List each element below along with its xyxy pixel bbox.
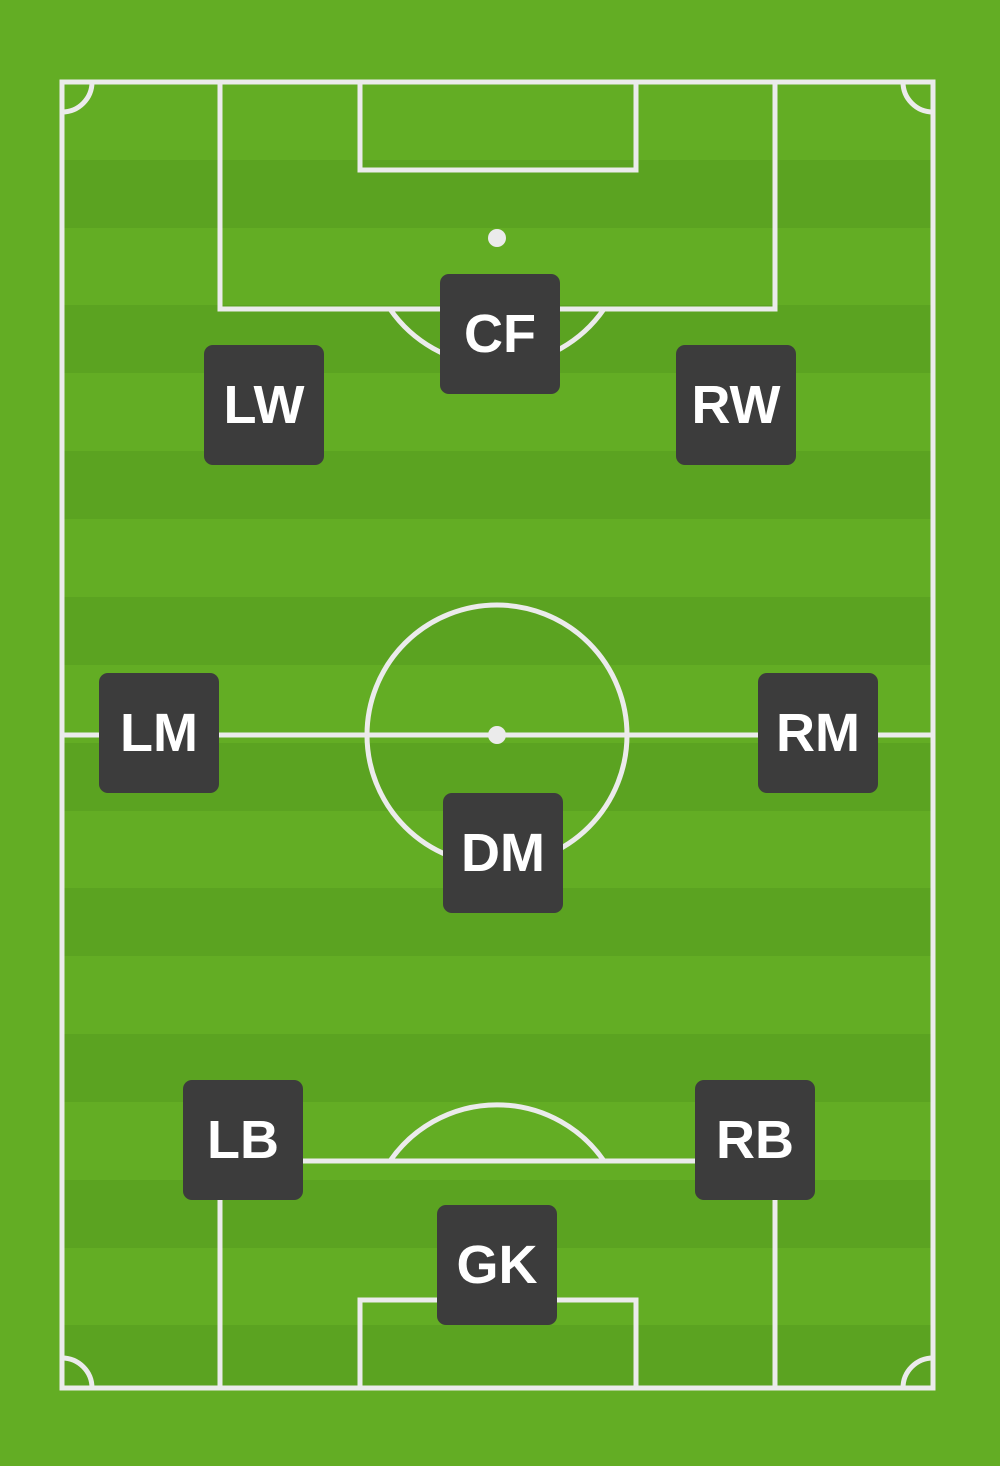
player-dm-label: DM <box>461 823 545 883</box>
corner-arc-bottom-left <box>61 1355 95 1389</box>
player-lb-label: LB <box>207 1110 279 1170</box>
player-rm[interactable]: RM <box>758 673 878 793</box>
player-rm-label: RM <box>776 703 860 763</box>
bottom-penalty-arc <box>387 1102 607 1163</box>
player-rw[interactable]: RW <box>676 345 796 465</box>
player-rw-label: RW <box>691 375 781 435</box>
player-cf[interactable]: CF <box>440 274 560 394</box>
player-lm[interactable]: LM <box>99 673 219 793</box>
center-spot <box>488 726 506 744</box>
player-cf-label: CF <box>464 304 536 364</box>
player-lw-label: LW <box>223 375 305 435</box>
top-goal-box <box>357 79 639 173</box>
top-penalty-spot <box>488 229 506 247</box>
player-lb[interactable]: LB <box>183 1080 303 1200</box>
player-gk-label: GK <box>456 1235 538 1295</box>
player-lm-label: LM <box>120 703 198 763</box>
player-lw[interactable]: LW <box>204 345 324 465</box>
player-rb[interactable]: RB <box>695 1080 815 1200</box>
corner-arc-bottom-right <box>900 1355 934 1389</box>
player-dm[interactable]: DM <box>443 793 563 913</box>
player-gk[interactable]: GK <box>437 1205 557 1325</box>
player-rb-label: RB <box>716 1110 794 1170</box>
corner-arc-top-left <box>61 81 95 115</box>
corner-arc-top-right <box>900 81 934 115</box>
